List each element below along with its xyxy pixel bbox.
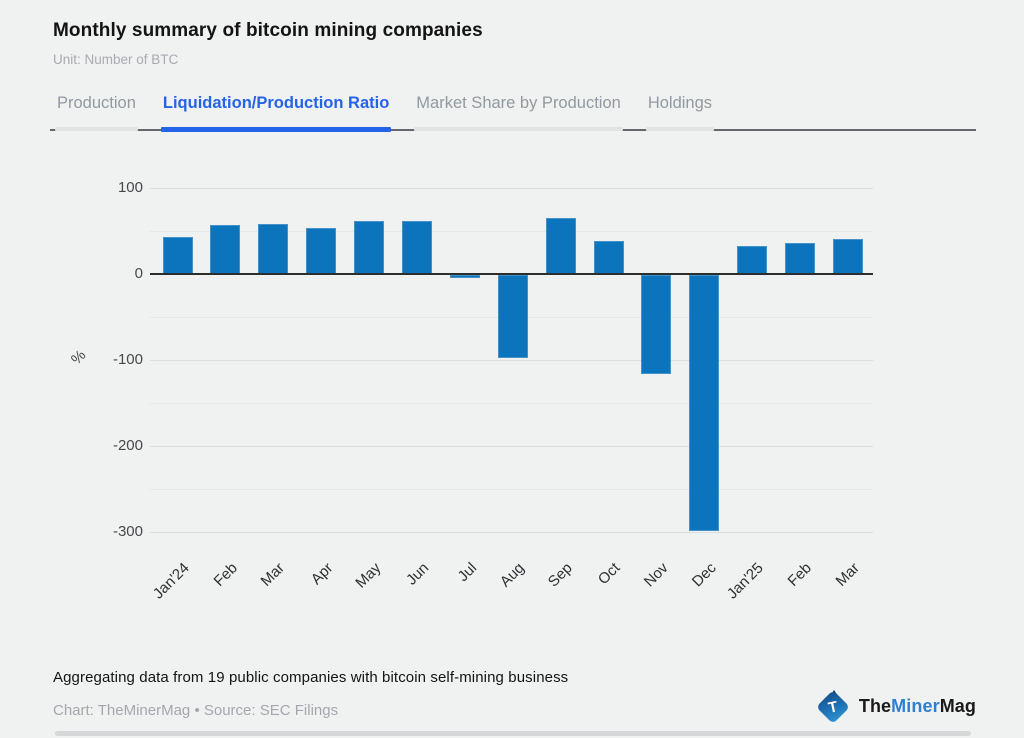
bar-apr[interactable] bbox=[306, 228, 337, 274]
tab-bar: Production Liquidation/Production Ratio Ma… bbox=[50, 92, 976, 132]
x-axis-tick-label: May bbox=[352, 559, 385, 592]
x-axis-tick-label: Apr bbox=[307, 559, 337, 589]
bar-jun[interactable] bbox=[401, 220, 432, 274]
y-axis-tick-label: 100 bbox=[117, 179, 143, 196]
x-axis-tick-label: Feb bbox=[210, 559, 241, 590]
page-title: Monthly summary of bitcoin mining compan… bbox=[53, 20, 483, 41]
horizontal-scrollbar[interactable] bbox=[55, 731, 971, 736]
y-axis-tick-label: 0 bbox=[134, 265, 143, 282]
x-axis-tick-label: Jan'25 bbox=[724, 559, 768, 603]
brand-logo: T TheMinerMag bbox=[815, 689, 976, 724]
bar-may[interactable] bbox=[354, 220, 385, 274]
bar-oct[interactable] bbox=[593, 241, 624, 274]
gridline-minor bbox=[150, 489, 873, 490]
x-axis-tick-label: Mar bbox=[258, 559, 289, 590]
gridline-major bbox=[150, 532, 873, 533]
footer-credit: Chart: TheMinerMag • Source: SEC Filings bbox=[53, 702, 339, 719]
x-axis-tick-label: Jul bbox=[454, 559, 480, 586]
y-axis-tick-label: -300 bbox=[112, 523, 143, 540]
x-axis-tick-label: Sep bbox=[544, 559, 576, 591]
theminermag-logo-text: TheMinerMag bbox=[858, 695, 976, 716]
tab-holdings[interactable]: Holdings bbox=[645, 92, 715, 131]
gridline-major bbox=[150, 360, 873, 361]
x-axis-tick-label: Nov bbox=[640, 559, 672, 591]
bar-sep[interactable] bbox=[545, 218, 576, 274]
bar-jan25[interactable] bbox=[737, 245, 768, 274]
x-axis-tick-label: Jun bbox=[402, 559, 432, 589]
bar-mar[interactable] bbox=[833, 238, 863, 274]
x-axis-tick-label: Jan'24 bbox=[149, 559, 193, 603]
bar-feb[interactable] bbox=[210, 224, 241, 274]
footer-note: Aggregating data from 19 public companie… bbox=[53, 669, 569, 686]
bar-jan24[interactable] bbox=[162, 237, 193, 274]
bar-nov[interactable] bbox=[641, 275, 672, 374]
y-axis-tick-label: -200 bbox=[112, 437, 143, 454]
tab-liquidation-production-ratio[interactable]: Liquidation/Production Ratio bbox=[160, 92, 392, 132]
bar-feb[interactable] bbox=[785, 243, 816, 274]
x-axis-tick-label: Dec bbox=[688, 559, 720, 591]
gridline-minor bbox=[150, 231, 873, 232]
bar-dec[interactable] bbox=[689, 275, 720, 532]
zero-baseline bbox=[150, 273, 873, 275]
theminermag-logo-icon: T bbox=[815, 689, 850, 724]
x-axis-tick-label: Mar bbox=[832, 559, 864, 590]
tab-production[interactable]: Production bbox=[55, 92, 138, 131]
bar-aug[interactable] bbox=[497, 275, 528, 358]
bar-jul[interactable] bbox=[449, 275, 480, 278]
bar-mar[interactable] bbox=[258, 224, 289, 274]
y-axis-tick-label: -100 bbox=[112, 351, 143, 368]
tab-market-share-by-production[interactable]: Market Share by Production bbox=[414, 92, 623, 131]
gridline-major bbox=[150, 188, 873, 189]
page-subtitle: Unit: Number of BTC bbox=[53, 52, 179, 67]
x-axis-tick-label: Feb bbox=[784, 559, 816, 590]
gridline-minor bbox=[150, 403, 873, 404]
x-axis-tick-label: Aug bbox=[496, 559, 528, 591]
gridline-major bbox=[150, 446, 873, 447]
x-axis-tick-label: Oct bbox=[595, 559, 624, 589]
